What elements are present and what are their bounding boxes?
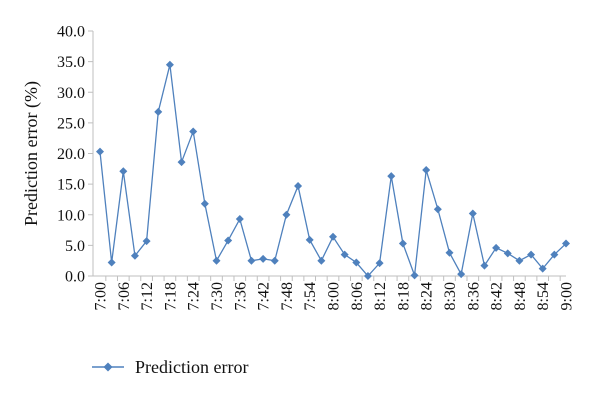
y-tick-label: 40.0 xyxy=(57,24,85,41)
data-point-marker xyxy=(329,232,337,241)
data-point-marker xyxy=(527,250,536,259)
x-tick-label: 7:54 xyxy=(302,282,319,310)
y-tick-label: 10.0 xyxy=(57,207,85,224)
data-point-marker xyxy=(340,250,349,259)
data-point-marker xyxy=(562,239,570,248)
x-tick-label: 8:30 xyxy=(442,282,459,310)
x-tick-label: 8:00 xyxy=(326,282,343,310)
x-tick-label: 7:36 xyxy=(232,282,249,310)
y-tick-label: 30.0 xyxy=(57,85,85,102)
legend-diamond-marker xyxy=(103,362,113,372)
data-point-marker xyxy=(457,270,466,279)
x-tick-label: 7:24 xyxy=(186,282,203,310)
y-axis-ticks: 0.0 5.0 10.0 15.0 20.0 25.0 30.0 35.0 40.0 xyxy=(57,24,93,286)
y-tick-label: 25.0 xyxy=(57,115,85,132)
data-point-marker xyxy=(200,199,209,208)
data-point-marker xyxy=(177,158,186,167)
series-layer xyxy=(96,60,570,280)
x-tick-label: 7:42 xyxy=(256,282,273,310)
x-tick-label: 7:30 xyxy=(209,282,226,310)
data-point-marker xyxy=(422,166,431,175)
x-tick-label: 8:54 xyxy=(535,282,552,310)
data-point-marker xyxy=(503,249,512,258)
x-tick-label: 7:18 xyxy=(162,282,179,310)
data-point-marker xyxy=(492,243,501,252)
y-axis-title: Prediction error (%) xyxy=(21,81,42,226)
data-point-marker xyxy=(515,256,524,265)
y-tick-label: 5.0 xyxy=(65,238,85,255)
data-point-marker xyxy=(282,210,291,219)
data-point-marker xyxy=(538,264,547,273)
data-point-marker xyxy=(410,271,419,280)
x-tick-label: 9:00 xyxy=(559,282,576,310)
data-point-marker xyxy=(375,259,384,268)
data-point-marker xyxy=(398,239,407,248)
x-axis-ticks: 7:00 7:06 7:12 7:18 7:24 7:30 7:36 7:42 7:48 7:54… xyxy=(93,276,576,310)
x-tick-label: 7:00 xyxy=(93,282,110,310)
legend-label: Prediction error xyxy=(135,357,248,377)
data-point-marker xyxy=(235,215,244,224)
data-point-marker xyxy=(107,258,116,267)
x-tick-label: 7:12 xyxy=(139,282,156,310)
data-point-marker xyxy=(142,237,151,246)
x-tick-label: 8:06 xyxy=(349,282,366,310)
x-tick-label: 8:24 xyxy=(419,282,436,310)
x-tick-label: 7:06 xyxy=(116,282,133,310)
data-point-marker xyxy=(212,256,221,265)
data-point-marker xyxy=(130,251,139,260)
data-point-marker xyxy=(317,256,326,265)
data-point-marker xyxy=(189,127,198,136)
data-point-marker xyxy=(387,172,396,181)
y-tick-label: 20.0 xyxy=(57,146,85,163)
data-point-marker xyxy=(433,205,442,214)
y-tick-label: 35.0 xyxy=(57,54,85,71)
data-point-marker xyxy=(480,261,489,270)
data-point-marker xyxy=(352,258,361,267)
x-tick-label: 8:36 xyxy=(465,282,482,310)
y-tick-label: 0.0 xyxy=(65,269,85,286)
legend: Prediction error xyxy=(92,357,248,377)
data-point-marker xyxy=(270,256,279,265)
data-point-marker xyxy=(259,254,268,263)
y-tick-label: 15.0 xyxy=(57,177,85,194)
x-tick-label: 8:48 xyxy=(512,282,529,310)
data-point-marker xyxy=(165,60,174,69)
x-tick-label: 7:48 xyxy=(279,282,296,310)
x-tick-label: 8:42 xyxy=(489,282,506,310)
data-point-marker xyxy=(550,250,559,259)
data-point-marker xyxy=(224,236,233,245)
data-point-marker xyxy=(247,256,256,265)
data-point-marker xyxy=(305,235,314,244)
data-point-marker xyxy=(468,209,477,218)
data-point-marker xyxy=(119,167,128,176)
data-point-marker xyxy=(445,248,454,257)
data-point-marker xyxy=(294,181,303,190)
x-tick-label: 8:18 xyxy=(395,282,412,310)
data-point-marker xyxy=(154,107,163,116)
data-point-marker xyxy=(363,272,372,280)
data-point-marker xyxy=(96,147,104,156)
x-tick-label: 8:12 xyxy=(372,282,389,310)
